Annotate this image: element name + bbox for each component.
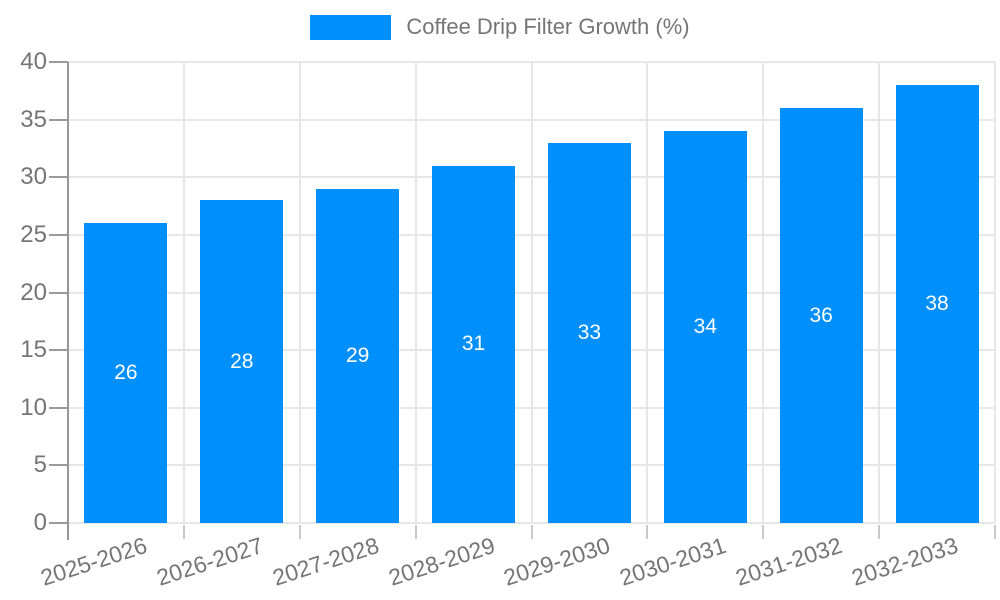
x-tick-label: 2031-2032 (732, 532, 846, 591)
y-axis-tick (49, 291, 68, 294)
x-axis-tick (298, 525, 301, 539)
y-axis-tick (49, 61, 68, 63)
x-tick-label: 2030-2031 (616, 532, 730, 591)
gridline-vertical (646, 62, 649, 523)
bar[interactable]: 29 (316, 188, 400, 523)
x-tick-label: 2032-2033 (848, 532, 962, 591)
bar[interactable]: 34 (663, 131, 747, 523)
y-axis-tick (49, 464, 68, 467)
x-axis-tick (530, 525, 533, 539)
y-tick-label: 10 (20, 393, 47, 421)
bar-value-label: 26 (114, 361, 138, 385)
x-tick-label: 2026-2027 (153, 532, 266, 591)
legend-swatch-icon (310, 14, 392, 40)
y-tick-label: 0 (33, 509, 47, 536)
x-tick-label: 2027-2028 (269, 532, 382, 591)
gridline-vertical (414, 62, 417, 523)
x-axis-tick (182, 525, 185, 539)
bar-value-label: 33 (577, 320, 602, 344)
bar-value-label: 29 (346, 343, 370, 367)
chart-legend: Coffee Drip Filter Growth (%) (0, 14, 1000, 40)
y-axis-tick (49, 118, 68, 121)
bar[interactable]: 28 (200, 200, 284, 523)
bar[interactable]: 33 (547, 142, 631, 523)
y-axis-tick (49, 176, 68, 179)
y-tick-label: 5 (33, 451, 47, 479)
x-tick-label: 2025-2026 (37, 532, 150, 591)
gridline-vertical (298, 62, 301, 523)
y-tick-label: 30 (20, 163, 47, 191)
legend-label: Coffee Drip Filter Growth (%) (406, 14, 690, 39)
x-axis-tick (414, 525, 417, 539)
bar[interactable]: 31 (432, 165, 516, 523)
y-axis-tick (49, 233, 68, 236)
y-tick-label: 20 (20, 278, 47, 306)
gridline-vertical (762, 62, 765, 523)
legend-item[interactable]: Coffee Drip Filter Growth (%) (310, 14, 690, 40)
bar[interactable]: 36 (779, 108, 863, 523)
y-tick-label: 15 (20, 336, 47, 364)
y-tick-label: 35 (20, 105, 47, 133)
bar-value-label: 38 (925, 292, 949, 316)
bar-value-label: 31 (461, 332, 486, 356)
bar-value-label: 28 (230, 349, 254, 373)
plot-area: 0 5 10 15 20 25 30 35 40 26 2025-2026 28 2026-2027 29… (20, 48, 996, 591)
gridline-vertical (994, 62, 996, 523)
y-axis-tick (49, 406, 68, 409)
bar[interactable]: 26 (84, 223, 168, 523)
y-axis-tick (49, 349, 68, 352)
gridline-vertical (878, 62, 881, 523)
x-axis-tick (646, 525, 649, 539)
y-tick-label: 25 (20, 220, 47, 248)
bar-value-label: 36 (809, 303, 833, 327)
x-tick-label: 2029-2030 (500, 532, 614, 591)
y-tick-label: 40 (20, 48, 47, 75)
x-tick-label: 2028-2029 (384, 532, 498, 591)
gridline-vertical (530, 62, 533, 523)
gridline-horizontal (68, 522, 995, 524)
x-axis-tick (994, 525, 996, 539)
gridline-vertical (182, 62, 185, 523)
y-axis-tick (49, 522, 68, 524)
bar-value-label: 34 (693, 315, 717, 339)
x-axis-tick (762, 525, 765, 539)
y-axis-line (67, 62, 69, 540)
x-axis-tick (878, 525, 881, 539)
bar[interactable]: 38 (895, 85, 979, 523)
